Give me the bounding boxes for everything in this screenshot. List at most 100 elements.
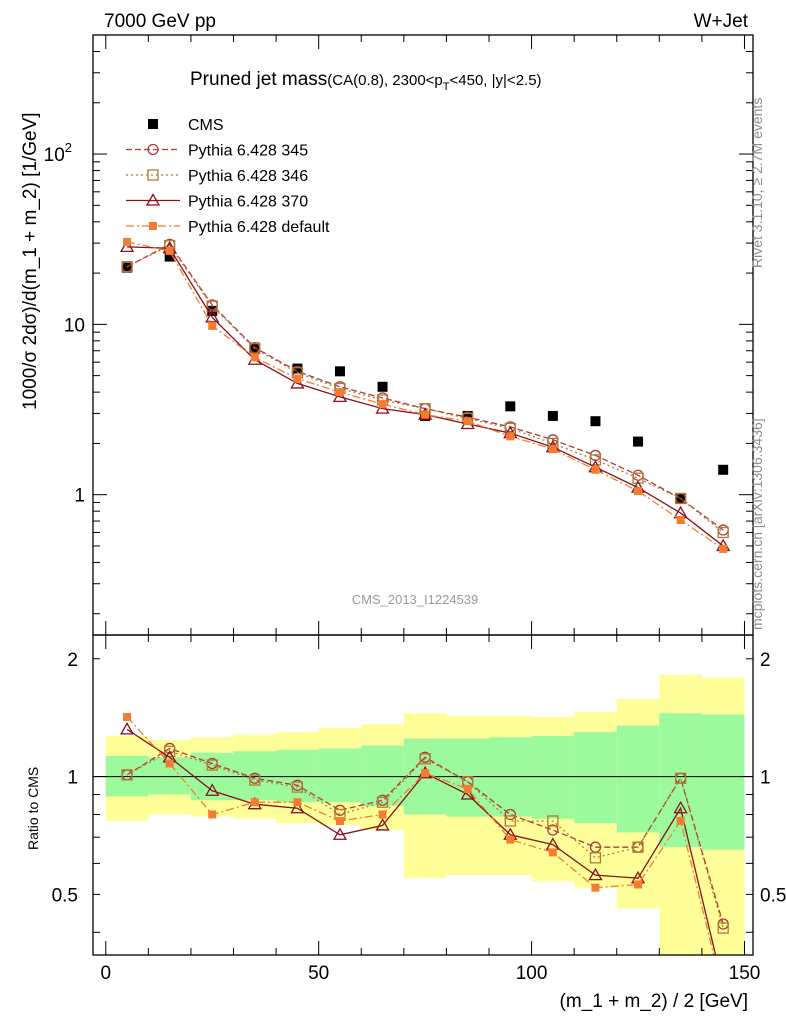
ratio-point-p346 — [249, 774, 261, 786]
data-point-p346 — [632, 472, 644, 484]
legend-label-p370: Pythia 6.428 370 — [188, 194, 308, 211]
plot-title-main: Pruned jet mass — [190, 69, 327, 90]
ratio-stat-band — [361, 745, 404, 807]
series-line-p345 — [126, 243, 724, 531]
data-point-p370 — [290, 376, 305, 389]
ratio-point-p370 — [119, 722, 135, 735]
legend-label-cms: CMS — [188, 117, 224, 134]
ratio-point-p346 — [632, 841, 644, 853]
ratio-line-p346 — [126, 750, 724, 929]
ratio-stat-band — [531, 735, 575, 819]
legend-marker-p370 — [145, 193, 161, 206]
ratio-point-p346 — [376, 796, 389, 808]
ratio-point-pdef — [123, 712, 132, 721]
data-point-cms — [462, 410, 473, 421]
data-point-cms — [292, 363, 303, 374]
data-point-p346 — [674, 492, 687, 505]
ratio-point-p370 — [375, 818, 390, 831]
ratio-point-pdef — [591, 883, 600, 892]
ratio-point-pdef — [676, 816, 685, 825]
data-point-cms — [122, 262, 133, 273]
ratio-plot-series — [119, 712, 729, 955]
data-point-pdef — [676, 516, 685, 525]
legend: CMS Pythia 6.428 345 Pythia 6.428 346 Pythi… — [126, 117, 330, 236]
header-right: W+Jet — [694, 11, 749, 32]
ratio-stat-band — [233, 751, 277, 801]
ratio-plot-ticks: 0 50 100 150 0.5 0.5 1 1 2 2 — [52, 635, 786, 984]
legend-marker-p346 — [147, 169, 159, 181]
data-point-cms — [547, 410, 558, 421]
ratio-point-pdef — [165, 759, 174, 768]
ratio-stat-band — [701, 714, 745, 850]
ratio-point-p346 — [163, 745, 176, 757]
data-point-p370 — [119, 239, 135, 253]
data-point-pdef — [335, 388, 344, 397]
ratio-y-tick-label-right: 0.5 — [760, 885, 786, 906]
ratio-point-pdef — [634, 880, 643, 889]
data-point-pdef — [548, 445, 557, 454]
plot-title-sub: (CA(0.8), 2300<p — [327, 72, 442, 89]
ratio-stat-band — [446, 738, 489, 817]
ratio-point-p346 — [547, 815, 559, 827]
data-point-p346 — [717, 526, 729, 539]
x-tick-label: 50 — [308, 963, 329, 984]
ratio-y-tick-label: 0.5 — [52, 885, 78, 906]
ratio-point-pdef — [378, 810, 387, 819]
data-point-p370 — [205, 310, 220, 323]
main-y-axis-label: 1000/σ 2dσ)/d(m_1 + m_2) [1/GeV] — [20, 112, 41, 410]
ratio-point-pdef — [421, 769, 430, 778]
ratio-point-p370 — [205, 783, 220, 796]
data-point-pdef — [293, 374, 302, 383]
x-tick-label: 150 — [729, 963, 761, 984]
ratio-point-p346 — [504, 815, 516, 827]
ratio-point-pdef — [208, 810, 217, 819]
ratio-point-p370 — [460, 787, 475, 800]
ratio-line-pdef — [126, 716, 715, 955]
legend-entry-p345: Pythia 6.428 345 — [126, 143, 308, 160]
ratio-point-pdef — [293, 798, 302, 807]
legend-entry-p370: Pythia 6.428 370 — [126, 193, 308, 211]
ratio-point-p370 — [673, 800, 688, 814]
ratio-y-axis-label: Ratio to CMS — [25, 767, 41, 850]
ratio-point-p370 — [332, 827, 348, 840]
legend-label-p346: Pythia 6.428 346 — [188, 168, 308, 185]
data-point-cms — [505, 401, 516, 412]
rivet-label: Rivet 3.1.10, ≥ 2.7M events — [749, 98, 765, 268]
data-point-pdef — [506, 432, 515, 441]
legend-entry-pdef: Pythia 6.428 default — [126, 219, 330, 236]
header-left: 7000 GeV pp — [104, 11, 216, 32]
ratio-point-pdef — [250, 798, 259, 807]
data-point-pdef — [378, 400, 387, 409]
data-point-pdef — [719, 544, 728, 553]
series-pdef — [123, 237, 728, 553]
main-y-tick-label: 102 — [44, 140, 72, 166]
data-point-pdef — [634, 487, 643, 496]
ratio-point-p346 — [121, 769, 133, 781]
ratio-point-p370 — [588, 867, 603, 881]
data-point-p346 — [589, 454, 602, 466]
ratio-uncertainty-bands — [93, 674, 753, 955]
legend-label-pdef: Pythia 6.428 default — [188, 219, 330, 236]
ratio-plot-frame — [92, 634, 754, 956]
legend-entry-cms: CMS — [148, 117, 224, 134]
data-point-pdef — [591, 465, 600, 474]
ratio-stat-band — [574, 731, 617, 824]
ratio-point-p346 — [206, 759, 218, 771]
ratio-series-p346 — [121, 745, 729, 934]
legend-label-p345: Pythia 6.428 345 — [188, 143, 308, 160]
ratio-point-p346 — [419, 753, 431, 765]
series-line-pdef — [126, 241, 724, 550]
ratio-series-pdef — [123, 712, 715, 955]
data-point-pdef — [165, 246, 174, 255]
main-plot-ticks: 1 10 102 — [44, 34, 753, 635]
plot-title-sub-subscript: T — [443, 81, 450, 93]
data-point-pdef — [123, 237, 132, 246]
ratio-point-p346 — [674, 772, 687, 784]
ratio-point-pdef — [463, 784, 472, 793]
data-point-cms — [633, 436, 644, 447]
x-axis-label: (m_1 + m_2) / 2 [GeV] — [560, 991, 749, 1012]
data-point-p370 — [332, 389, 348, 403]
main-y-tick-label: 10 — [64, 315, 85, 336]
data-point-cms — [164, 251, 175, 262]
